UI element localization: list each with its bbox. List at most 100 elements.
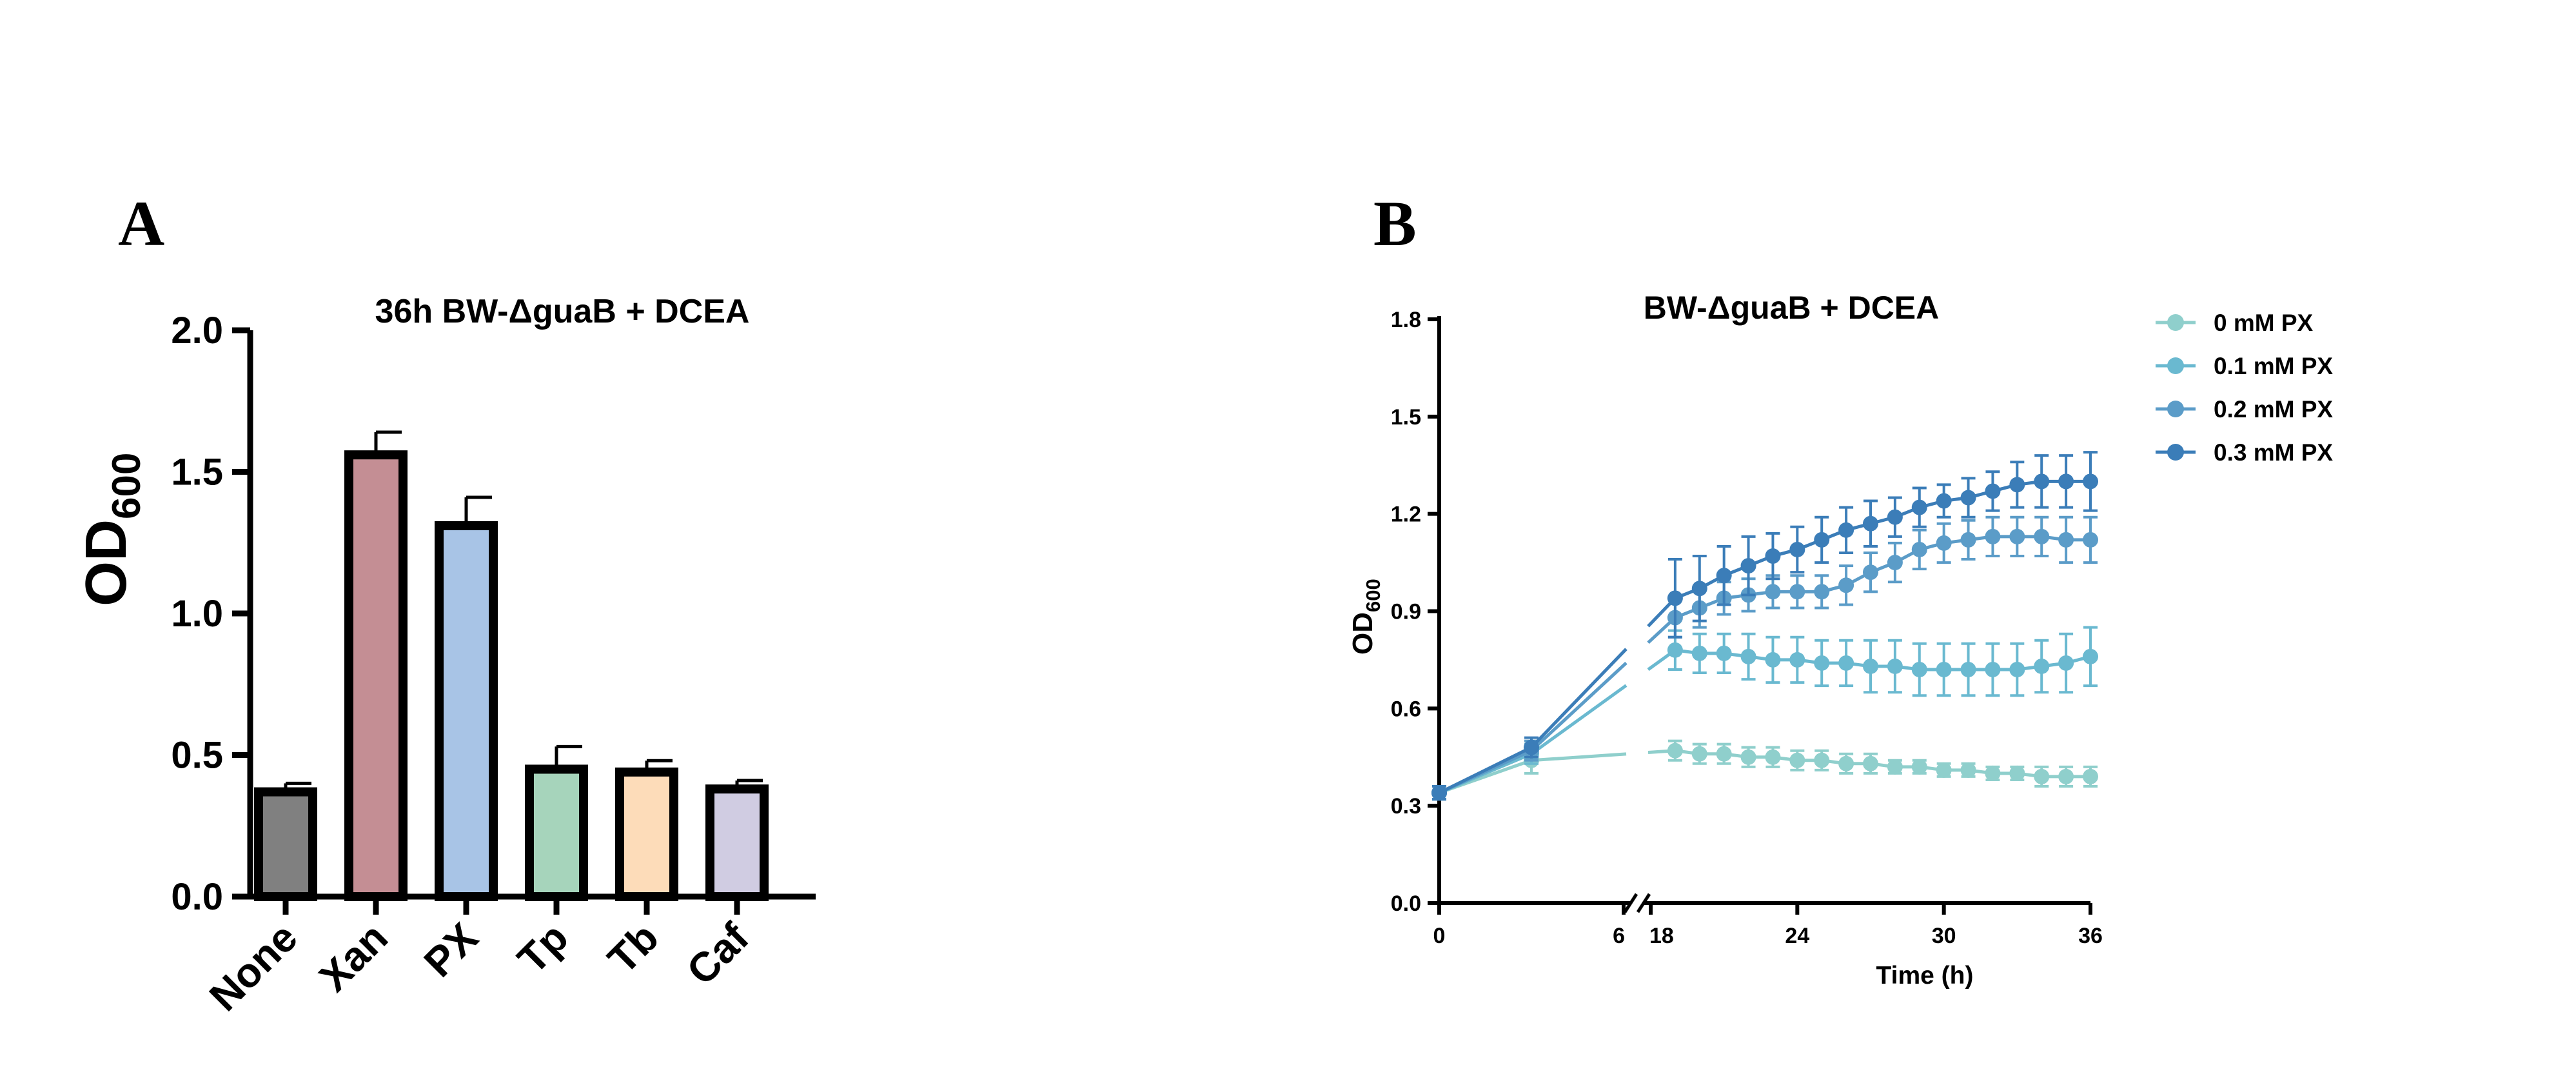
data-point <box>1789 541 1805 557</box>
data-point <box>2083 648 2098 664</box>
data-point <box>1936 493 1952 509</box>
data-point <box>2034 658 2050 674</box>
data-point <box>1789 651 1805 668</box>
data-point <box>1936 535 1952 551</box>
line-chart-y-tick-label: 0.0 <box>1391 891 1421 916</box>
bar-px <box>435 521 498 901</box>
bar-chart-title: 36h BW-ΔguaB + DCEA <box>375 293 750 330</box>
data-point <box>1887 555 1903 571</box>
line-chart-ylabel: OD600 <box>1347 579 1384 655</box>
series-03-mm-px <box>1431 451 2098 801</box>
data-point <box>1887 658 1903 674</box>
data-point <box>1985 765 2001 781</box>
legend-label: 0.3 mM PX <box>2214 439 2333 466</box>
bar-caf <box>705 784 769 902</box>
panel-label-b: B <box>1373 188 1417 259</box>
data-point <box>1740 558 1756 574</box>
bar-chart-category-label: None <box>201 914 306 1020</box>
data-point <box>1765 651 1781 668</box>
data-point <box>2009 765 2025 781</box>
data-point <box>1863 564 1878 581</box>
bar-none <box>254 787 317 901</box>
legend-swatch-marker <box>2167 314 2184 331</box>
bar-chart-y-tick-label: 0.0 <box>171 876 223 918</box>
legend-swatch-marker <box>2167 401 2184 417</box>
bar-chart-category-label: Xan <box>310 914 397 1000</box>
data-point <box>2009 662 2025 677</box>
bar-chart-category-label: Tb <box>599 914 667 982</box>
data-point <box>1667 642 1683 658</box>
data-point <box>1838 577 1854 593</box>
data-point <box>1960 532 1976 548</box>
bar-chart: 36h BW-ΔguaB + DCEA OD600 0.0 0.5 1.0 1.5 2.… <box>74 293 816 1020</box>
data-point <box>1911 541 1927 557</box>
line-chart-x-tick-label: 30 <box>1932 924 1956 948</box>
data-point <box>1863 658 1878 674</box>
legend-label: 0 mM PX <box>2214 310 2314 336</box>
data-point <box>1960 662 1976 677</box>
bar-chart-y-tick-label: 1.0 <box>171 593 223 635</box>
bar-chart-ylabel-sub: 600 <box>104 453 149 519</box>
data-point <box>1765 548 1781 564</box>
data-point <box>1814 532 1830 548</box>
data-point <box>1911 499 1927 515</box>
bar-chart-category-label: Tp <box>509 914 577 982</box>
data-point <box>2083 768 2098 784</box>
line-chart-x-tick-label: 0 <box>1433 924 1446 948</box>
data-point <box>1985 662 2001 677</box>
data-point <box>1838 655 1854 671</box>
data-point <box>1960 490 1976 506</box>
data-point <box>1960 762 1976 778</box>
line-chart-x-tick-label: 36 <box>2078 924 2103 948</box>
data-point <box>2009 528 2025 544</box>
data-point <box>1765 584 1781 600</box>
legend-label: 0.2 mM PX <box>2214 396 2333 423</box>
data-point <box>1911 759 1927 775</box>
data-point <box>1667 590 1683 606</box>
bar-xan <box>344 450 408 901</box>
bar-chart-y-tick-label: 0.5 <box>171 735 223 777</box>
line-chart-y-tick-label: 1.8 <box>1391 308 1421 332</box>
bar-chart-ylabel-main: OD <box>74 519 139 606</box>
data-point <box>2058 655 2074 671</box>
data-point <box>1936 662 1952 677</box>
data-point <box>2034 473 2050 490</box>
line-chart-y-tick-label: 0.3 <box>1391 794 1421 819</box>
bar-chart-y-tick-label: 1.5 <box>171 452 223 493</box>
series-0-mm-px <box>1431 739 2098 801</box>
bar-chart-category-label: Caf <box>678 914 758 994</box>
data-point <box>2009 477 2025 493</box>
data-point <box>1814 584 1830 600</box>
line-chart-y-tick-label: 0.9 <box>1391 600 1421 624</box>
bar-chart-category-label: PX <box>415 914 487 986</box>
line-chart-y-tick-label: 1.2 <box>1391 502 1421 527</box>
data-point <box>1985 528 2001 544</box>
line-chart-title: BW-ΔguaB + DCEA <box>1644 290 1940 326</box>
legend-label: 0.1 mM PX <box>2214 353 2333 379</box>
data-point <box>2058 768 2074 784</box>
data-point <box>1716 645 1732 661</box>
data-point <box>1789 752 1805 768</box>
line-chart-xlabel: Time (h) <box>1876 962 1974 989</box>
data-point <box>1740 648 1756 664</box>
line-chart-ylabel-main: OD <box>1347 612 1379 655</box>
data-point <box>1985 483 2001 499</box>
data-point <box>2083 473 2098 490</box>
data-point <box>1814 752 1830 768</box>
panel-label-a: A <box>118 188 164 259</box>
data-point <box>1838 522 1854 538</box>
series-01-mm-px <box>1431 626 2098 801</box>
data-point <box>1911 662 1927 677</box>
bar-chart-y-tick-label: 2.0 <box>171 310 223 352</box>
data-point <box>1691 581 1707 597</box>
data-point <box>1716 568 1732 584</box>
data-point <box>1887 759 1903 775</box>
data-point <box>1936 762 1952 778</box>
line-chart-x-tick-label: 18 <box>1649 924 1674 948</box>
data-point <box>1863 515 1878 532</box>
bar-chart-ylabel: OD600 <box>74 453 149 606</box>
legend-swatch-marker <box>2167 444 2184 461</box>
data-point <box>2083 532 2098 548</box>
data-point <box>1765 749 1781 765</box>
